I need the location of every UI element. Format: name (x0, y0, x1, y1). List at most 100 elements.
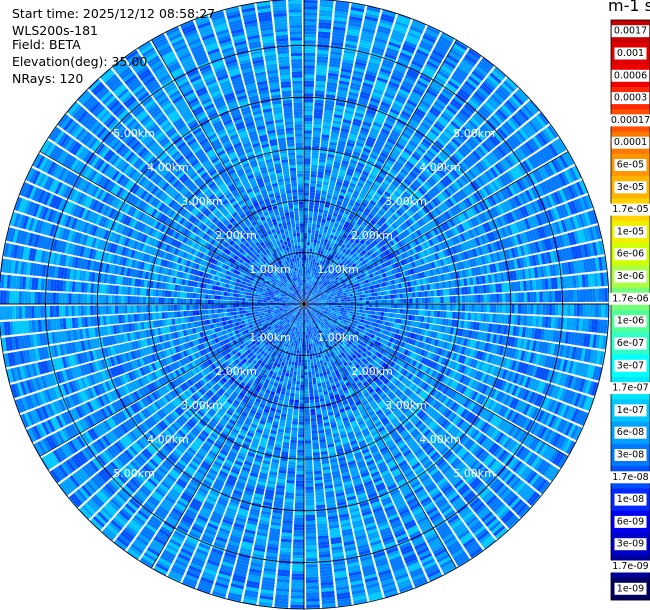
ray-cell (306, 592, 320, 596)
ray-cell (298, 356, 302, 360)
ray-cell (369, 304, 373, 308)
ray-cell (299, 412, 304, 416)
ray-cell (315, 370, 319, 375)
ray-cell (292, 418, 298, 422)
ray-cell (291, 386, 296, 391)
ray-cell (509, 325, 514, 336)
ray-cell (440, 325, 445, 333)
ray-cell (391, 322, 395, 328)
ray-cell (483, 304, 487, 313)
ray-cell (334, 307, 338, 310)
ray-cell (544, 316, 549, 328)
ray-cell (407, 320, 412, 326)
ray-cell (305, 539, 317, 543)
ray-cell (304, 390, 309, 394)
ray-cell (367, 317, 371, 322)
ray-cell (523, 351, 529, 362)
ray-cell (304, 387, 309, 391)
ray-cell (393, 308, 397, 313)
ray-cell (439, 311, 444, 318)
ray-cell (396, 313, 400, 319)
ray-cell (311, 430, 318, 434)
ray-cell (291, 427, 298, 431)
ray-cell (501, 335, 507, 346)
ray-cell (534, 328, 539, 340)
ray-cell (304, 331, 306, 335)
ray-cell (382, 320, 386, 326)
ray-cell (293, 539, 304, 543)
ray-cell (399, 309, 404, 314)
ray-cell (508, 304, 512, 314)
ray-cell (579, 304, 584, 317)
ray-cell (294, 505, 304, 509)
ray-cell (289, 358, 293, 362)
ray-cell (292, 421, 298, 425)
ray-cell (295, 384, 300, 388)
ray-cell (559, 358, 565, 372)
ray-cell (300, 375, 304, 379)
ray-cell (293, 527, 304, 531)
ray-cell (292, 346, 295, 350)
ray-cell (409, 326, 414, 333)
ray-cell (368, 307, 373, 311)
ray-cell (359, 304, 363, 307)
ray-cell (495, 334, 501, 344)
ray-cell (291, 424, 298, 428)
ray-cell (304, 393, 309, 397)
ray-cell (475, 340, 480, 350)
ray-cell (291, 361, 295, 366)
ray-cell (439, 333, 444, 340)
ray-cell (305, 542, 317, 546)
ray-cell (434, 304, 438, 310)
ray-cell (340, 309, 344, 313)
ray-cell (448, 335, 453, 343)
ray-cell (312, 449, 320, 453)
ray-cell (304, 372, 308, 376)
ray-cell (294, 502, 304, 506)
ray-cell (466, 321, 471, 329)
ray-cell (289, 446, 297, 450)
ray-cell (520, 315, 524, 326)
ray-cell (297, 452, 304, 456)
ray-cell (512, 326, 517, 336)
ray-cell (309, 334, 312, 338)
ray-cell (310, 359, 314, 363)
ray-cell (296, 465, 304, 469)
ray-cell (472, 321, 477, 330)
ray-cell (308, 343, 311, 348)
ray-cell (366, 304, 370, 307)
ray-cell (300, 381, 304, 385)
ray-cell (356, 306, 360, 310)
ray-cell (565, 360, 571, 373)
ray-cell (362, 307, 366, 310)
ray-cell (541, 341, 546, 354)
ray-cell (443, 326, 448, 334)
ray-cell (424, 310, 428, 317)
ray-cell (288, 402, 294, 406)
ray-cell (364, 316, 368, 321)
ray-cell (313, 304, 317, 306)
ray-cell (310, 362, 314, 366)
ray-cell (403, 304, 407, 309)
ray-cell (304, 319, 306, 323)
ray-cell (449, 304, 453, 311)
ray-cell (305, 564, 318, 568)
ray-cell (362, 304, 366, 307)
ray-cell (443, 304, 447, 311)
ray-cell (583, 364, 590, 378)
ray-cell (313, 386, 318, 391)
ray-cell (311, 346, 314, 350)
ray-cell (304, 365, 308, 370)
ray-cell (558, 304, 562, 316)
ray-cell (304, 335, 306, 339)
ray-cell (286, 414, 293, 419)
ray-cell (299, 406, 304, 410)
ray-cell (291, 586, 304, 590)
ray-cell (307, 304, 311, 305)
ray-cell (286, 476, 295, 481)
ray-cell (298, 427, 304, 432)
ray-cell (498, 314, 503, 324)
ray-cell (548, 304, 553, 316)
ray-cell (313, 305, 317, 306)
ray-cell (325, 307, 329, 309)
